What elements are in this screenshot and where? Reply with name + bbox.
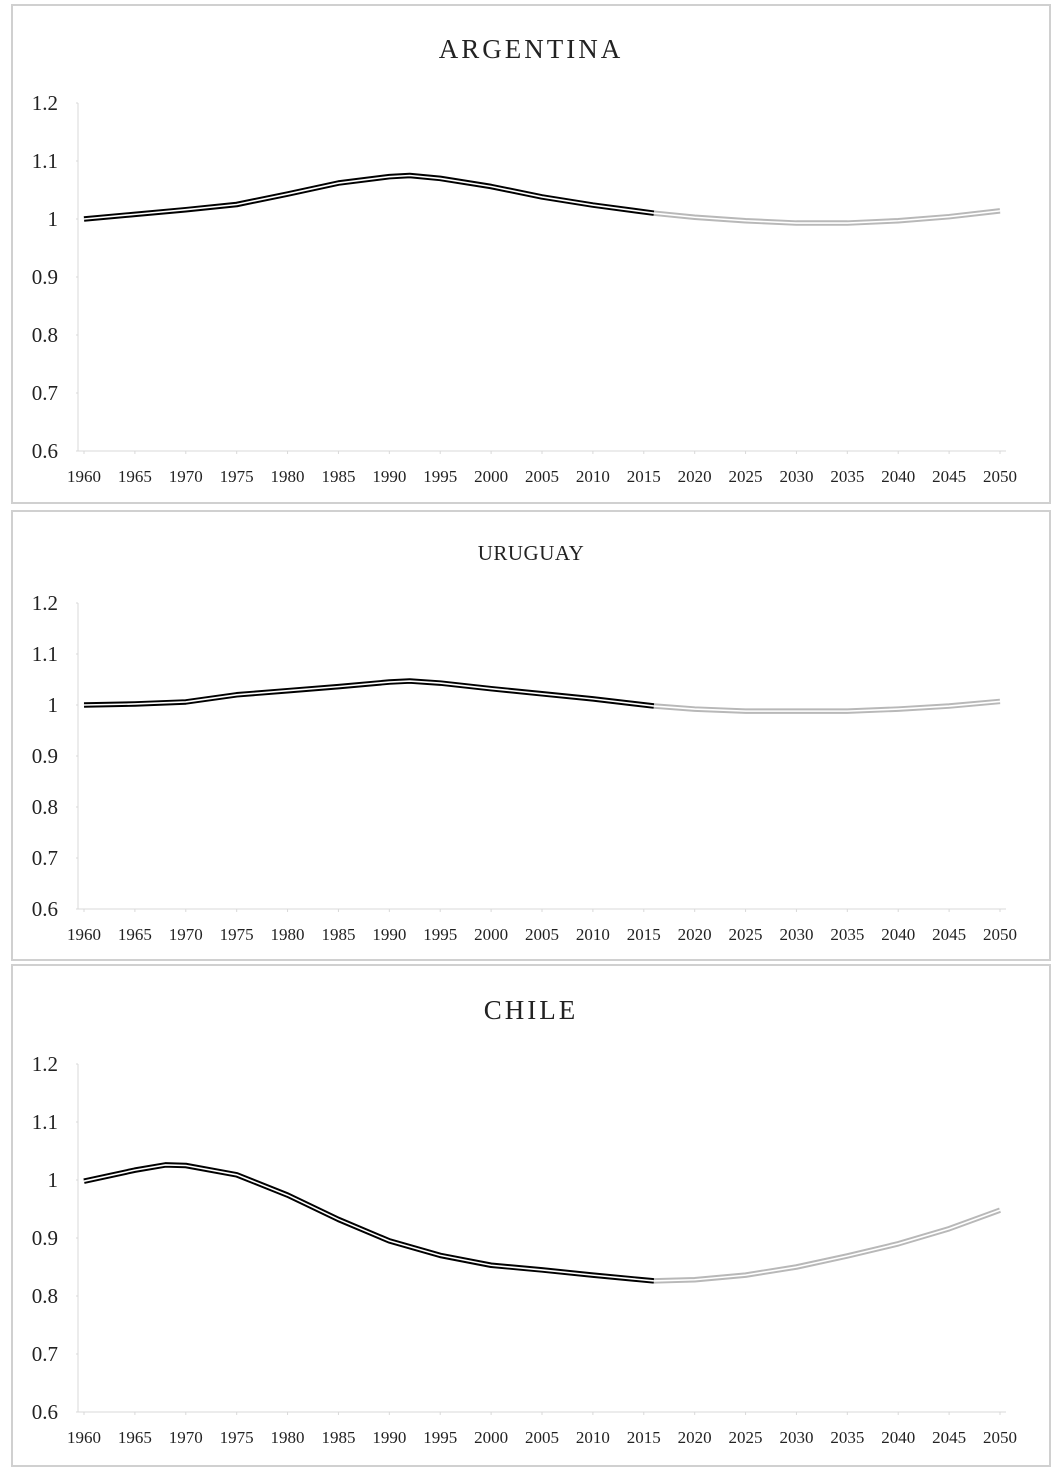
x-tick-label: 2045 (932, 1428, 966, 1447)
x-tick-label: 1960 (67, 467, 101, 486)
x-tick-label: 2020 (678, 467, 712, 486)
data-line (83, 172, 655, 222)
x-tick-label: 1970 (169, 1428, 203, 1447)
x-tick-label: 2000 (474, 467, 508, 486)
y-tick-label: 1.1 (32, 149, 58, 173)
chart-title: ARGENTINA (439, 34, 623, 64)
y-tick-label: 0.7 (32, 381, 58, 405)
panel-border (11, 510, 1051, 961)
data-line-inner (83, 1164, 655, 1282)
data-line-inner (653, 210, 1001, 224)
chart-title: URUGUAY (478, 541, 585, 565)
x-tick-label: 1995 (423, 925, 457, 944)
data-line-inner (653, 1209, 1001, 1282)
x-tick-label: 2025 (729, 925, 763, 944)
x-tick-label: 1990 (372, 925, 406, 944)
x-tick-label: 1990 (372, 1428, 406, 1447)
y-tick-label: 1.1 (32, 1110, 58, 1134)
x-tick-label: 2045 (932, 467, 966, 486)
x-tick-label: 2000 (474, 1428, 508, 1447)
y-tick-label: 0.6 (32, 1400, 58, 1424)
x-tick-label: 1985 (321, 925, 355, 944)
x-tick-label: 2050 (983, 467, 1017, 486)
y-tick-label: 0.7 (32, 1342, 58, 1366)
x-tick-label: 2005 (525, 1428, 559, 1447)
x-tick-label: 1980 (271, 1428, 305, 1447)
x-tick-label: 2030 (779, 467, 813, 486)
x-tick-label: 2040 (881, 1428, 915, 1447)
y-tick-label: 0.9 (32, 265, 58, 289)
x-tick-label: 2045 (932, 925, 966, 944)
y-tick-label: 0.9 (32, 744, 58, 768)
x-tick-label: 2020 (678, 925, 712, 944)
x-tick-label: 1965 (118, 925, 152, 944)
x-tick-label: 1975 (220, 1428, 254, 1447)
data-line-inner (653, 700, 1001, 712)
x-tick-label: 1970 (169, 925, 203, 944)
x-tick-label: 2040 (881, 467, 915, 486)
x-tick-label: 2015 (627, 467, 661, 486)
y-tick-label: 0.8 (32, 1284, 58, 1308)
y-tick-label: 1.2 (32, 91, 58, 115)
x-tick-label: 2040 (881, 925, 915, 944)
data-line-inner (83, 680, 655, 707)
x-tick-label: 2030 (779, 925, 813, 944)
data-line (653, 1207, 1001, 1284)
x-tick-label: 1985 (321, 467, 355, 486)
y-tick-label: 0.9 (32, 1226, 58, 1250)
x-tick-label: 2005 (525, 467, 559, 486)
y-tick-label: 1.1 (32, 642, 58, 666)
x-tick-label: 2050 (983, 925, 1017, 944)
x-tick-label: 1965 (118, 467, 152, 486)
x-tick-label: 2015 (627, 1428, 661, 1447)
x-tick-label: 2025 (729, 1428, 763, 1447)
x-tick-label: 2035 (830, 1428, 864, 1447)
x-tick-label: 2025 (729, 467, 763, 486)
y-tick-label: 0.6 (32, 439, 58, 463)
x-tick-label: 1995 (423, 1428, 457, 1447)
x-tick-label: 2010 (576, 925, 610, 944)
x-tick-label: 1975 (220, 925, 254, 944)
data-line-inner (83, 174, 655, 220)
x-tick-label: 2015 (627, 925, 661, 944)
x-tick-label: 2035 (830, 467, 864, 486)
y-tick-label: 1.2 (32, 591, 58, 615)
x-tick-label: 2020 (678, 1428, 712, 1447)
x-tick-label: 2005 (525, 925, 559, 944)
y-tick-label: 1 (48, 693, 59, 717)
y-tick-label: 1 (48, 207, 59, 231)
x-tick-label: 1970 (169, 467, 203, 486)
x-tick-label: 2010 (576, 467, 610, 486)
y-tick-label: 0.8 (32, 323, 58, 347)
panel-border (11, 4, 1051, 504)
data-line (83, 1162, 655, 1284)
x-tick-label: 1975 (220, 467, 254, 486)
x-tick-label: 1980 (271, 925, 305, 944)
y-tick-label: 1 (48, 1168, 59, 1192)
x-tick-label: 1980 (271, 467, 305, 486)
x-tick-label: 2010 (576, 1428, 610, 1447)
y-tick-label: 0.6 (32, 897, 58, 921)
y-tick-label: 0.7 (32, 846, 58, 870)
panel-border (11, 964, 1051, 1467)
y-tick-label: 0.8 (32, 795, 58, 819)
x-tick-label: 2000 (474, 925, 508, 944)
x-tick-label: 1965 (118, 1428, 152, 1447)
x-tick-label: 1960 (67, 925, 101, 944)
x-tick-label: 2030 (779, 1428, 813, 1447)
x-tick-label: 1990 (372, 467, 406, 486)
x-tick-label: 1985 (321, 1428, 355, 1447)
x-tick-label: 1960 (67, 1428, 101, 1447)
y-tick-label: 1.2 (32, 1052, 58, 1076)
x-tick-label: 1995 (423, 467, 457, 486)
x-tick-label: 2050 (983, 1428, 1017, 1447)
chart-title: CHILE (484, 995, 578, 1025)
x-tick-label: 2035 (830, 925, 864, 944)
